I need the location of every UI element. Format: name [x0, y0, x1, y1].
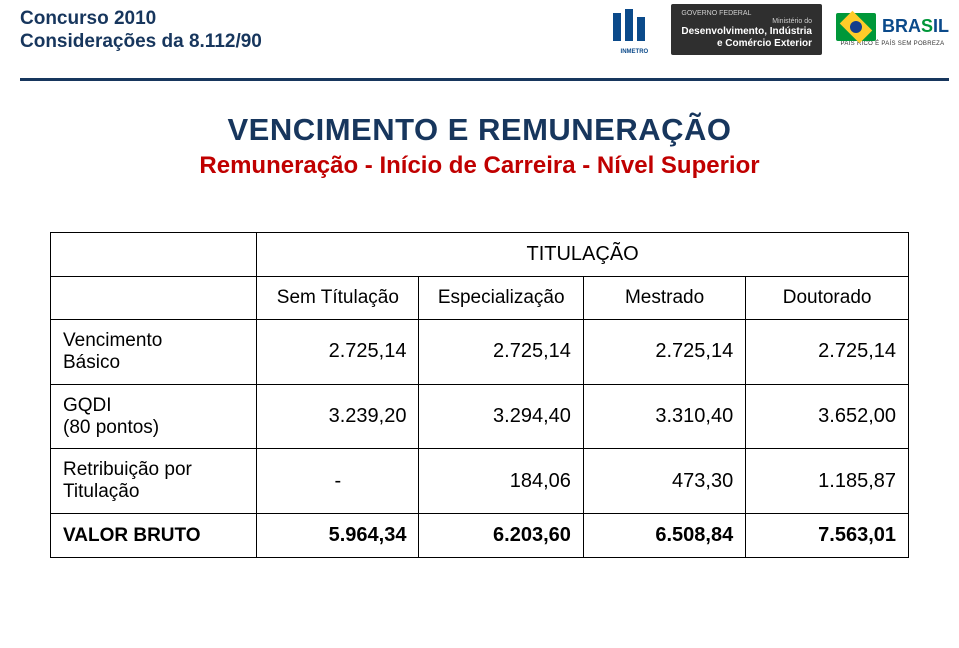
brasil-flag-icon — [836, 13, 876, 41]
row-label-2-l1: Retribuição por — [63, 459, 192, 480]
cell-2-2: 473,30 — [583, 449, 745, 514]
table-row: Retribuição por Titulação - 184,06 473,3… — [51, 449, 909, 514]
table-col-blank — [51, 277, 257, 320]
total-label: VALOR BRUTO — [51, 514, 257, 558]
total-1: 6.203,60 — [419, 514, 583, 558]
title-sub: Remuneração - Início de Carreira - Nível… — [40, 152, 919, 180]
ministerio-small: Ministério do — [681, 18, 812, 26]
ministerio-governo: GOVERNO FEDERAL — [681, 10, 812, 18]
cell-0-0: 2.725,14 — [257, 320, 419, 385]
col-header-1: Especialização — [419, 277, 583, 320]
main-content: VENCIMENTO E REMUNERAÇÃO Remuneração - I… — [0, 90, 959, 558]
col-header-2: Mestrado — [583, 277, 745, 320]
cell-0-1: 2.725,14 — [419, 320, 583, 385]
header-logos: INMETRO GOVERNO FEDERAL Ministério do De… — [611, 4, 949, 55]
ministerio-line1: Desenvolvimento, Indústria — [681, 26, 812, 38]
table-header-group-row: TITULAÇÃO — [51, 233, 909, 277]
header-line1: Concurso 2010 — [20, 8, 262, 31]
header-left-titles: Concurso 2010 Considerações da 8.112/90 — [20, 8, 262, 54]
row-label-0-l1: Vencimento — [63, 330, 162, 351]
row-label-1-l1: GQDI — [63, 395, 112, 416]
total-0: 5.964,34 — [257, 514, 419, 558]
inmetro-logo-icon: INMETRO — [611, 7, 657, 53]
table-row: Vencimento Básico 2.725,14 2.725,14 2.72… — [51, 320, 909, 385]
total-3: 7.563,01 — [746, 514, 909, 558]
salary-table-wrap: TITULAÇÃO Sem Títulação Especialização M… — [40, 232, 919, 558]
total-2: 6.508,84 — [583, 514, 745, 558]
header-divider — [20, 78, 949, 81]
col-header-0: Sem Títulação — [257, 277, 419, 320]
slide-header: Concurso 2010 Considerações da 8.112/90 … — [0, 0, 959, 90]
table-column-header-row: Sem Títulação Especialização Mestrado Do… — [51, 277, 909, 320]
cell-0-3: 2.725,14 — [746, 320, 909, 385]
header-line2: Considerações da 8.112/90 — [20, 31, 262, 54]
cell-1-0: 3.239,20 — [257, 384, 419, 449]
row-label-2-l2: Titulação — [63, 481, 139, 502]
cell-2-0: - — [257, 449, 419, 514]
row-label-1-l2: (80 pontos) — [63, 417, 159, 438]
cell-2-1: 184,06 — [419, 449, 583, 514]
row-label-2: Retribuição por Titulação — [51, 449, 257, 514]
brasil-text: BRASIL — [882, 16, 949, 37]
ministerio-line2: e Comércio Exterior — [681, 38, 812, 50]
brasil-logo: BRASIL PAÍS RICO É PAÍS SEM POBREZA — [836, 13, 949, 47]
col-header-3: Doutorado — [746, 277, 909, 320]
cell-1-2: 3.310,40 — [583, 384, 745, 449]
table-row: GQDI (80 pontos) 3.239,20 3.294,40 3.310… — [51, 384, 909, 449]
row-label-1: GQDI (80 pontos) — [51, 384, 257, 449]
cell-1-1: 3.294,40 — [419, 384, 583, 449]
cell-2-3: 1.185,87 — [746, 449, 909, 514]
cell-0-2: 2.725,14 — [583, 320, 745, 385]
title-main: VENCIMENTO E REMUNERAÇÃO — [40, 112, 919, 148]
brasil-sub: PAÍS RICO É PAÍS SEM POBREZA — [836, 41, 949, 47]
cell-1-3: 3.652,00 — [746, 384, 909, 449]
table-corner-blank — [51, 233, 257, 277]
row-label-0-l2: Básico — [63, 352, 120, 373]
inmetro-label: INMETRO — [611, 49, 657, 55]
salary-table: TITULAÇÃO Sem Títulação Especialização M… — [50, 232, 909, 558]
ministerio-logo: GOVERNO FEDERAL Ministério do Desenvolvi… — [671, 4, 822, 55]
table-total-row: VALOR BRUTO 5.964,34 6.203,60 6.508,84 7… — [51, 514, 909, 558]
table-group-header: TITULAÇÃO — [257, 233, 909, 277]
row-label-0: Vencimento Básico — [51, 320, 257, 385]
